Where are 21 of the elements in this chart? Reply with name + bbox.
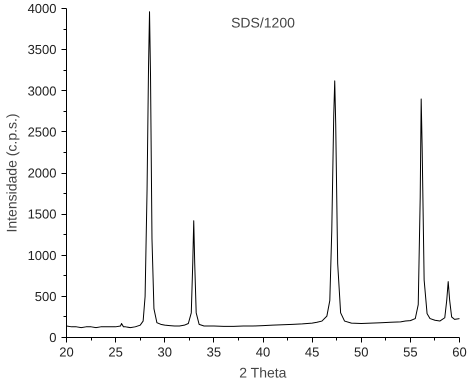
x-axis-title: 2 Theta — [239, 364, 287, 380]
x-tick-label: 45 — [304, 344, 320, 360]
y-tick-label: 3500 — [28, 42, 56, 58]
y-tick-label: 2000 — [28, 166, 56, 180]
x-tick-label: 40 — [256, 344, 270, 360]
y-tick-label: 500 — [34, 288, 57, 304]
x-tick-label: 30 — [158, 344, 172, 360]
x-tick-label: 55 — [403, 344, 418, 360]
x-tick-label: 60 — [452, 344, 467, 360]
x-tick-label: 20 — [59, 344, 74, 360]
y-tick-label: 1500 — [28, 206, 56, 222]
y-axis-title: Intensidade (c.p.s.) — [4, 113, 20, 233]
y-tick-label: 0 — [49, 330, 57, 345]
text: SDS/1200 — [231, 14, 296, 30]
y-tick-label: 2500 — [28, 124, 56, 140]
y-tick-label: 3000 — [28, 83, 56, 98]
x-tick-label: 50 — [354, 344, 368, 360]
x-tick-label: 25 — [108, 344, 123, 360]
y-tick-label: 4000 — [28, 1, 56, 16]
y-tick-label: 1000 — [28, 248, 56, 263]
x-tick-label: 35 — [206, 344, 222, 360]
